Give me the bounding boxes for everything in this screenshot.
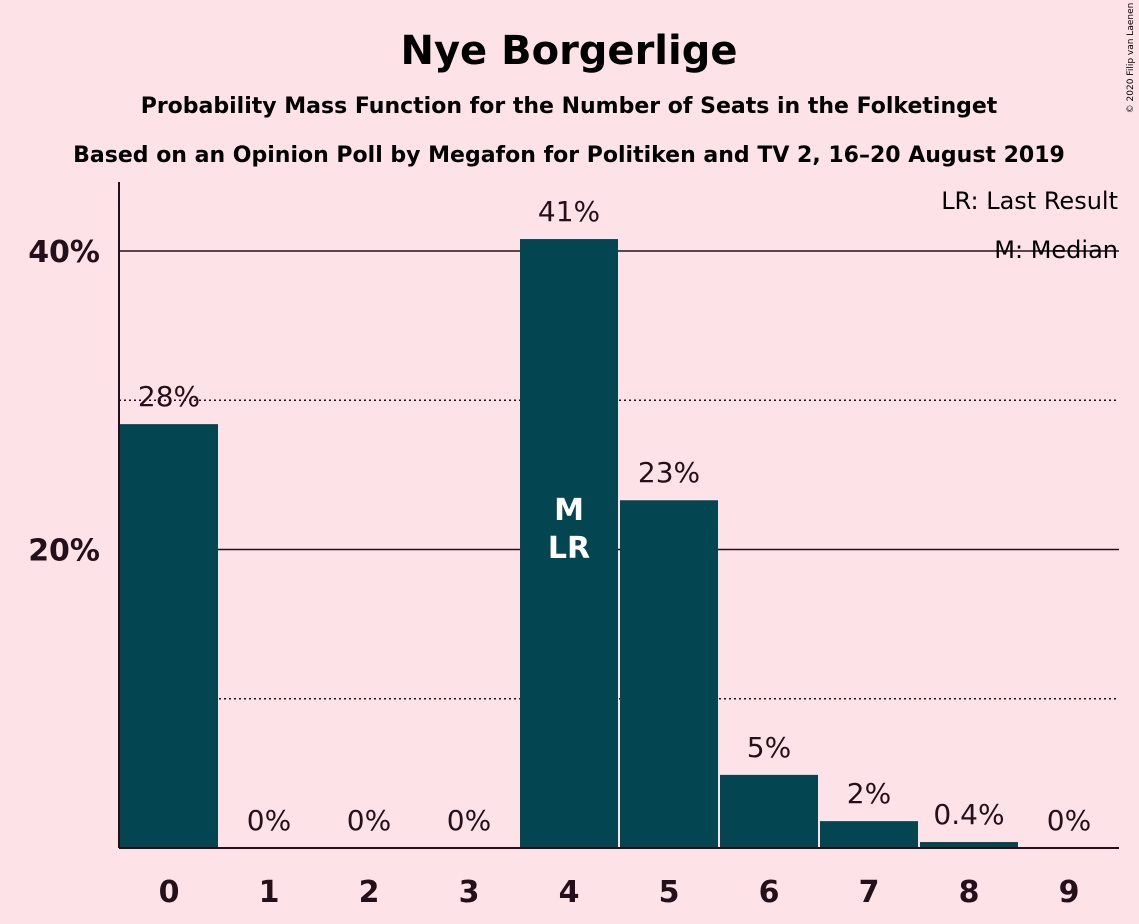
bar (120, 424, 218, 848)
copyright-note: © 2020 Filip van Laenen (1126, 3, 1136, 114)
x-tick-label: 3 (459, 875, 480, 910)
x-tick-label: 5 (659, 875, 680, 910)
x-tick-label: 2 (359, 875, 380, 910)
x-tick-label: 1 (259, 875, 280, 910)
bar (520, 239, 618, 848)
legend-last-result: LR: Last Result (941, 187, 1118, 215)
bar-markers: MLR (548, 493, 590, 566)
data-label: 0% (1047, 804, 1091, 837)
y-tick-label: 40% (28, 235, 100, 270)
data-label: 2% (847, 777, 891, 810)
x-tick-label: 7 (859, 875, 880, 910)
legend: LR: Last Result M: Median (941, 187, 1118, 264)
x-tick-label: 9 (1059, 875, 1080, 910)
data-label: 23% (638, 456, 700, 489)
data-label: 0% (247, 804, 291, 837)
y-axis: 20% 40% (28, 182, 120, 848)
chart-title: Nye Borgerlige (401, 28, 738, 74)
bar (820, 821, 918, 848)
median-marker: M (554, 493, 584, 528)
chart-subtitle: Probability Mass Function for the Number… (141, 94, 998, 119)
chart-subtitle-poll: Based on an Opinion Poll by Megafon for … (73, 143, 1065, 168)
x-tick-label: 4 (559, 875, 580, 910)
x-tick-label: 6 (759, 875, 780, 910)
bar (720, 774, 818, 848)
gridlines (119, 250, 1119, 700)
bars: 28% 0% 0% 0% 41% 23% 5% 2% 0.4% 0% (120, 195, 1091, 848)
data-label: 0.4% (933, 798, 1004, 831)
data-label: 41% (538, 195, 600, 228)
legend-median: M: Median (994, 236, 1118, 264)
y-tick-label: 20% (28, 534, 100, 569)
x-axis: 0 1 2 3 4 5 6 7 8 9 (119, 847, 1119, 910)
data-label: 28% (138, 380, 200, 413)
data-label: 0% (347, 804, 391, 837)
bar (920, 842, 1018, 848)
last-result-marker: LR (548, 531, 590, 566)
data-label: 5% (747, 731, 791, 764)
data-label: 0% (447, 804, 491, 837)
x-tick-label: 0 (159, 875, 180, 910)
x-tick-label: 8 (959, 875, 980, 910)
bar (620, 500, 718, 848)
